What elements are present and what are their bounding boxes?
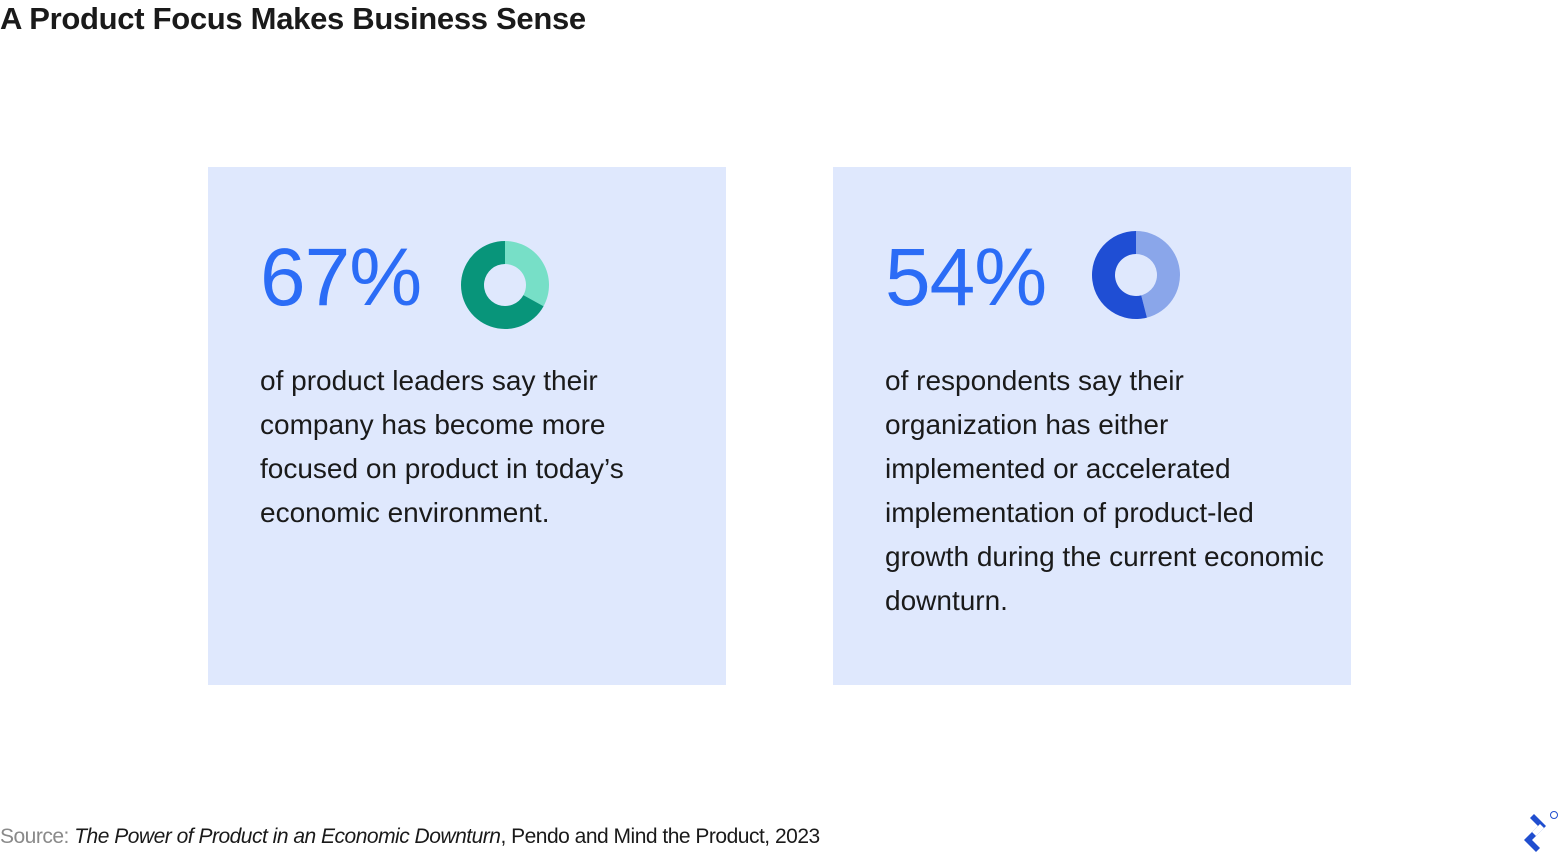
stat-card-2: 54% of respondents say their organizatio… [833, 167, 1351, 685]
donut-value-slice [1092, 231, 1147, 319]
stat-description: of product leaders say their company has… [260, 365, 624, 528]
stat-description: of respondents say their organization ha… [885, 365, 1324, 616]
source-title: The Power of Product in an Economic Down… [74, 825, 501, 848]
source-rest: , Pendo and Mind the Product, 2023 [500, 825, 820, 848]
source-note: Source: The Power of Product in an Econo… [0, 822, 820, 852]
stat-value: 54% [885, 232, 1047, 323]
donut-chart [1092, 231, 1180, 319]
donut-value-slice [461, 241, 544, 329]
stat-card-1: 67% of product leaders say their company… [208, 167, 726, 685]
page-title: A Product Focus Makes Business Sense [0, 1, 586, 36]
toptal-logo-icon [1524, 811, 1558, 852]
donut-rest-slice [505, 241, 549, 307]
stat-value: 67% [260, 232, 422, 323]
donut-rest-slice [1136, 231, 1180, 318]
donut-chart [461, 241, 549, 329]
source-label: Source: [0, 825, 69, 848]
